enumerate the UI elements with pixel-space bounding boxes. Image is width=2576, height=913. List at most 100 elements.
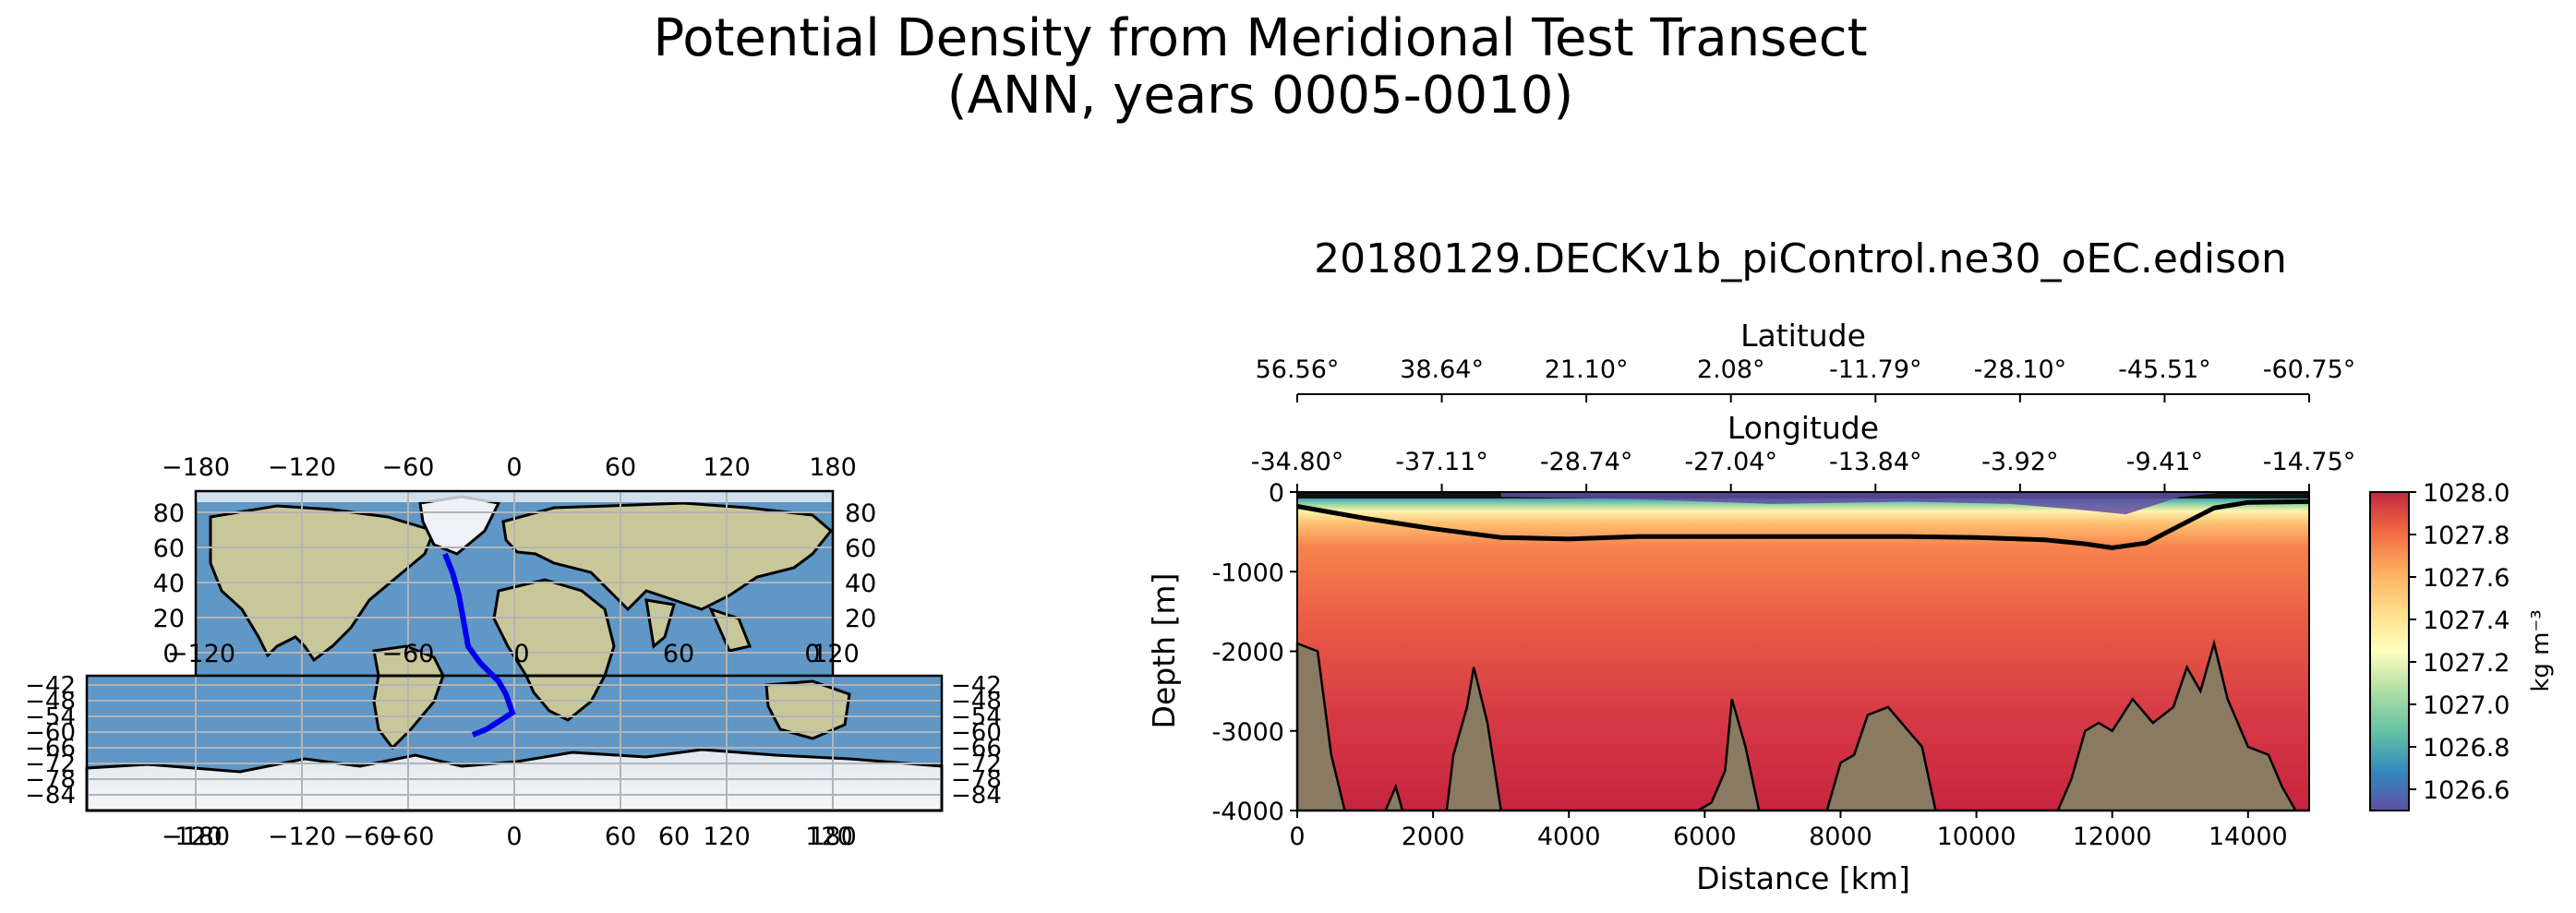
map-right-tick: −48 [951, 688, 1002, 715]
longitude-tick-label: -28.74° [1540, 448, 1633, 476]
density-contour-line [1296, 499, 2310, 550]
latitude-tick-label: 56.56° [1256, 355, 1340, 384]
figure-title-line1: Potential Density from Meridional Test T… [653, 8, 1867, 68]
map-middle-tick: −60 [382, 640, 435, 668]
map-left-tick: −60 [25, 719, 76, 747]
colorbar-tick-label: 1026.6 [2423, 776, 2510, 805]
map-right-tick: 20 [845, 605, 876, 633]
map-right-ticks-south: −42 −48 −54 −60 −66 −72 −78 −84 [951, 672, 1002, 810]
map-right-tick: −60 [951, 719, 1002, 747]
longitude-tick-label: -34.80° [1251, 448, 1344, 476]
map-left-tick: 20 [153, 605, 185, 633]
x-axis-ticks: 0 2000 4000 6000 8000 10000 12000 14000 [1289, 811, 2288, 851]
colorbar-tick-label: 1026.8 [2423, 734, 2510, 763]
map-bottom-tick: −120 [268, 823, 336, 851]
colorbar-label: kg m⁻³ [2527, 609, 2555, 691]
latitude-tick-label: -28.10° [1974, 355, 2067, 384]
map-right-tick: −54 [951, 703, 1002, 731]
map-right-tick: 60 [845, 535, 876, 563]
x-tick-label: 2000 [1402, 823, 1465, 851]
x-tick-label: 10000 [1937, 823, 2016, 851]
colorbar-tick-label: 1027.6 [2423, 564, 2510, 593]
map-right-tick: −66 [951, 735, 1002, 763]
map-top-tick: −60 [382, 453, 435, 482]
map-land-south-asia [644, 598, 752, 653]
latitude-tick-label: 21.10° [1545, 355, 1629, 384]
x-tick-label: 6000 [1673, 823, 1737, 851]
map-bottom-tick: −60 [382, 823, 435, 851]
map-right-tick: −42 [951, 672, 1002, 700]
latitude-tick-label: -11.79° [1829, 355, 1922, 384]
y-tick-label: -3000 [1212, 718, 1284, 747]
map-bottom-ticks: −180 −120 −60 0 60 120 180 120 −60 60 12… [162, 823, 857, 851]
colorbar [2369, 491, 2410, 811]
chart-title: 20180129.DECKv1b_piControl.ne30_oEC.edis… [1314, 235, 2287, 282]
map-left-tick: −78 [25, 766, 76, 794]
map-right-ticks-north: 80 60 40 20 [845, 499, 876, 633]
colorbar-tick-label: 1027.0 [2423, 691, 2510, 720]
map-middle-tick: −120 [167, 640, 235, 668]
y-tick-label: -1000 [1212, 559, 1284, 587]
x-tick-label: 14000 [2209, 823, 2288, 851]
map-middle-axis-label: 0 [804, 640, 820, 668]
map-middle-axis-label: 0 [163, 640, 178, 668]
latitude-axis-label: Latitude [1740, 318, 1866, 354]
map-bottom-tick: 120 [175, 823, 223, 851]
map-middle-tick: 60 [663, 640, 694, 668]
map-bottom-tick: 60 [605, 823, 636, 851]
map-left-tick: −72 [25, 751, 76, 778]
y-tick-label: -4000 [1212, 798, 1284, 826]
latitude-tick-label: -45.51° [2118, 355, 2211, 384]
longitude-tick-label: -27.04° [1684, 448, 1777, 476]
map-right-tick: 40 [845, 570, 876, 598]
latitude-tick-label: 2.08° [1697, 355, 1765, 384]
map-panel: −180 −120 −60 0 60 120 180 80 60 40 20 8… [25, 453, 1002, 851]
map-gridlines-south [87, 676, 942, 811]
map-frame-south [85, 674, 944, 812]
longitude-tick-label: -37.11° [1395, 448, 1488, 476]
y-tick-label: 0 [1269, 479, 1284, 508]
map-top-tick: −180 [162, 453, 230, 482]
x-tick-label: 12000 [2073, 823, 2152, 851]
map-top-ticks: −180 −120 −60 0 60 120 180 [162, 453, 857, 482]
map-middle-tick: 120 [812, 640, 860, 668]
y-axis-label: Depth [m] [1146, 573, 1182, 729]
x-axis-label: Distance [km] [1696, 860, 1910, 896]
map-bottom-tick: 120 [703, 823, 751, 851]
y-tick-label: -2000 [1212, 639, 1284, 667]
map-left-tick: 60 [153, 535, 185, 563]
map-left-tick: −54 [25, 703, 76, 731]
map-top-tick: 60 [605, 453, 636, 482]
longitude-axis-label: Longitude [1727, 410, 1879, 446]
map-right-tick: −84 [951, 782, 1002, 810]
longitude-tick-label: -13.84° [1829, 448, 1922, 476]
map-top-tick: 180 [809, 453, 857, 482]
map-bottom-tick: −60 [343, 823, 396, 851]
y-axis-ticks: 0 -1000 -2000 -3000 -4000 [1212, 479, 1297, 826]
map-transect-line [442, 552, 516, 738]
light-surface-water [1500, 492, 2228, 515]
map-land-eurasia [501, 501, 834, 612]
map-left-ticks-south: −42 −48 −54 −60 −66 −72 −78 −84 [25, 672, 76, 810]
map-left-tick: 80 [153, 499, 185, 528]
longitude-ticks: -34.80° -37.11° -28.74° -27.04° -13.84° -3.92… [1251, 448, 2355, 492]
map-bottom-tick: 120 [805, 823, 853, 851]
latitude-ticks: 56.56° 38.64° 21.10° 2.08° -11.79° -28.10° -45… [1256, 355, 2356, 402]
map-top-tick: 120 [703, 453, 751, 482]
map-bottom-tick: 60 [658, 823, 690, 851]
colorbar-ticks: 1028.0 1027.8 1027.6 1027.4 1027.2 1027.0 1026… [2409, 479, 2510, 805]
map-left-tick: 40 [153, 570, 185, 598]
longitude-tick-label: -3.92° [1981, 448, 2058, 476]
map-right-tick: 80 [845, 499, 876, 528]
colorbar-tick-label: 1027.8 [2423, 522, 2510, 550]
longitude-tick-label: -9.41° [2126, 448, 2203, 476]
map-middle-ticks: 0 −120 −60 0 60 120 0 [163, 640, 859, 668]
map-top-tick: −120 [268, 453, 336, 482]
colorbar-tick-label: 1027.2 [2423, 649, 2510, 678]
colorbar-tick-label: 1028.0 [2423, 479, 2510, 508]
map-bottom-tick: −180 [162, 823, 230, 851]
latitude-tick-label: -60.75° [2263, 355, 2356, 384]
x-tick-label: 0 [1289, 823, 1305, 851]
map-left-tick: −42 [25, 672, 76, 700]
map-left-ticks-north: 80 60 40 20 [153, 499, 185, 633]
